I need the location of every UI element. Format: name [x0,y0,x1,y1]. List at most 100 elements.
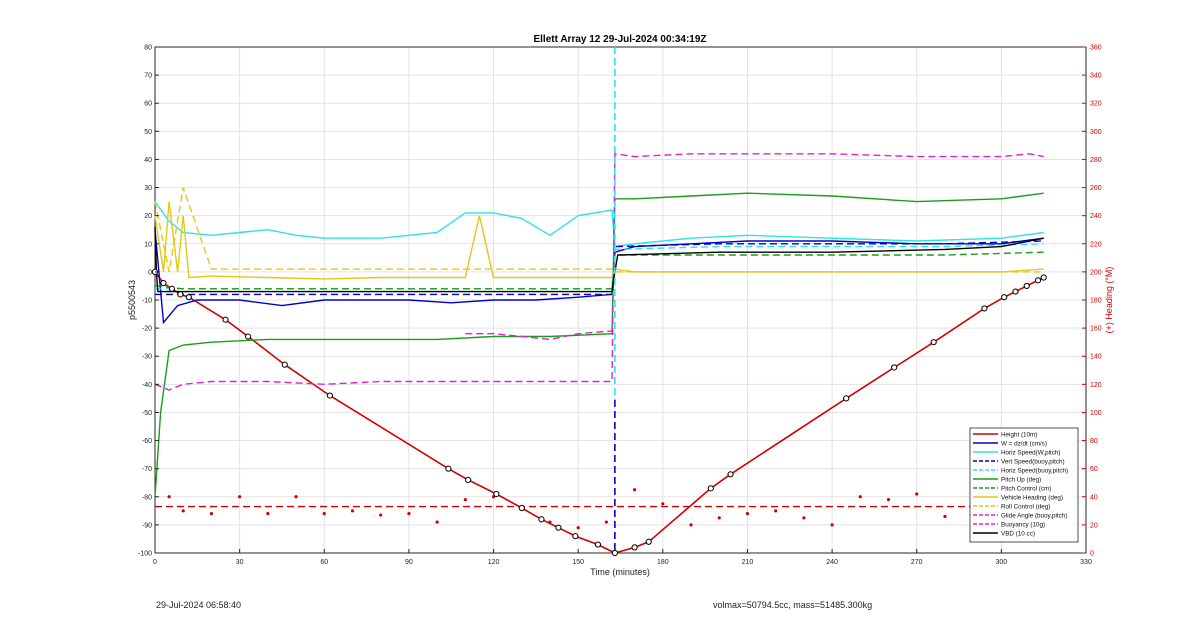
y-tick-label: 0 [148,269,152,276]
heading-point [209,512,214,516]
height-marker [645,538,652,545]
y-right-tick-label: 240 [1090,213,1102,220]
y-tick-label: -10 [142,298,152,305]
y-tick-label: -90 [142,522,152,529]
series-horiz-speed-w-pitch [154,201,1044,248]
y-tick-label: -30 [142,354,152,361]
legend-label: Horiz Speed(buoy,pitch) [1001,468,1068,475]
heading-point [745,512,750,516]
y-tick-label: -100 [138,551,152,558]
y-right-tick-label: 220 [1090,241,1102,248]
heading-point [943,514,947,519]
x-tick-label: 210 [742,559,754,566]
y-tick-label: -40 [142,382,152,389]
legend-label: Pitch Up (deg) [1001,477,1041,484]
heading-point [379,513,383,517]
footer-timestamp: 29-Jul-2024 06:58:40 [156,600,242,610]
heading-point [548,520,552,524]
y-right-tick-label: 180 [1090,298,1102,305]
y-right-tick-label: 40 [1090,494,1098,501]
x-tick-label: 120 [488,559,500,566]
legend-label: Glide Angle (buoy,pitch) [1001,513,1067,520]
heading-point [294,495,298,499]
height-marker [538,516,545,523]
y-right-tick-label: 280 [1090,157,1102,164]
heading-point [915,492,919,496]
legend-label: VBD (10 cc) [1001,531,1035,538]
height-marker [177,291,184,298]
height-marker [1012,288,1019,295]
x-tick-label: 240 [826,559,838,566]
x-axis-ticks: 0 30 60 90 120 150 180 210 240 270 300 330 [153,549,1092,566]
x-tick-label: 300 [996,559,1008,566]
left-axis-ticks: -100-90-80-70-60-50-40-30-20-10010203040… [138,45,159,558]
y-right-tick-label: 360 [1090,45,1102,52]
x-tick-label: 270 [911,559,923,566]
x-tick-label: 150 [572,559,584,566]
legend-label: Horiz Speed(W,pitch) [1001,450,1061,457]
x-axis-label: Time (minutes) [590,567,650,577]
height-marker [611,549,618,557]
height-marker [185,294,192,301]
x-tick-label: 0 [153,559,157,566]
y-tick-label: 60 [144,101,152,108]
y-right-tick-label: 80 [1090,438,1098,445]
series-buoyancy-10g [154,152,1044,391]
legend: Height (10m) W = dz/dt (cm/s) Horiz Speed(… [969,427,1079,543]
legend-label: Height (10m) [1001,432,1037,439]
heading-point [576,526,580,530]
series-vert-speed-buoy-pitch [155,240,1044,296]
heading-point [167,495,171,499]
heading-point [604,520,608,524]
y-tick-label: 20 [144,213,152,220]
y-tick-label: -20 [142,326,152,333]
height-marker [160,280,167,287]
right-axis-ticks: 0 20 40 60 80 100 120 140 160 180 200 220 240 260 280 3… [1082,45,1102,558]
y-right-tick-label: 340 [1090,73,1102,80]
heading-point [266,512,270,516]
heading-point [407,512,411,516]
y-right-tick-label: 320 [1090,101,1102,108]
heading-point [633,488,637,492]
heading-point [181,509,185,513]
heading-point [350,509,355,513]
height-marker [707,485,714,492]
height-marker [493,490,500,498]
heading-point [858,495,862,499]
y-tick-label: -50 [142,410,152,417]
heading-point [774,509,778,513]
y-axis-label-left: p5500543 [127,280,137,320]
height-marker [555,524,562,531]
heading-point [802,516,806,520]
x-tick-label: 180 [657,559,669,566]
y-right-tick-label: 140 [1090,354,1102,361]
y-tick-label: -70 [142,466,152,473]
y-right-tick-label: 100 [1090,410,1102,417]
height-marker [222,316,229,323]
markers-layer [151,268,1047,557]
height-marker [168,285,176,292]
heading-point [661,502,665,506]
y-tick-label: -60 [142,438,152,445]
height-marker [930,339,937,346]
height-marker [981,305,988,312]
y-tick-label: 50 [144,129,152,136]
height-marker [843,395,850,402]
heading-point [830,523,834,527]
height-marker [572,533,579,540]
y-right-tick-label: 300 [1090,129,1102,136]
height-marker [594,541,602,548]
height-marker [631,544,638,551]
series-layer [153,47,1046,554]
y-right-tick-label: 120 [1090,382,1102,389]
legend-label: Vehicle Heading (deg) [1001,495,1063,502]
height-marker [445,465,452,472]
series-roll-control-deg [154,187,1044,273]
legend-label: Buoyancy (10g) [1001,522,1045,529]
y-tick-label: 70 [144,73,152,80]
y-right-tick-label: 200 [1090,269,1102,276]
heading-point [463,497,467,502]
height-marker [245,333,252,340]
heading-point [689,523,693,527]
